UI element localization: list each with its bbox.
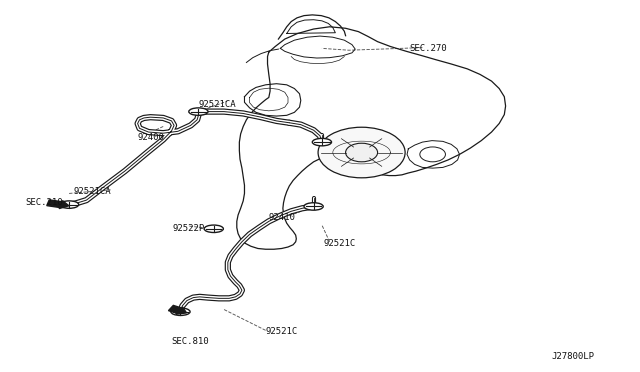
Text: SEC.210: SEC.210 xyxy=(26,198,63,207)
Text: 92521C: 92521C xyxy=(323,239,355,248)
Text: 92521CA: 92521CA xyxy=(74,187,111,196)
Text: SEC.270: SEC.270 xyxy=(410,44,447,53)
FancyArrow shape xyxy=(168,305,186,314)
Ellipse shape xyxy=(304,203,323,210)
Ellipse shape xyxy=(171,308,190,315)
Ellipse shape xyxy=(312,138,332,146)
Ellipse shape xyxy=(189,108,208,115)
Text: 92410: 92410 xyxy=(269,213,296,222)
Text: 92521CA: 92521CA xyxy=(198,100,236,109)
Text: SEC.810: SEC.810 xyxy=(172,337,209,346)
Text: 92522P: 92522P xyxy=(173,224,205,233)
Ellipse shape xyxy=(204,225,223,232)
Circle shape xyxy=(318,127,405,178)
Text: 92521C: 92521C xyxy=(266,327,298,336)
Circle shape xyxy=(346,143,378,162)
Ellipse shape xyxy=(60,201,79,208)
FancyArrow shape xyxy=(47,200,69,209)
Text: 92400: 92400 xyxy=(138,133,164,142)
Text: J27800LP: J27800LP xyxy=(552,352,595,361)
